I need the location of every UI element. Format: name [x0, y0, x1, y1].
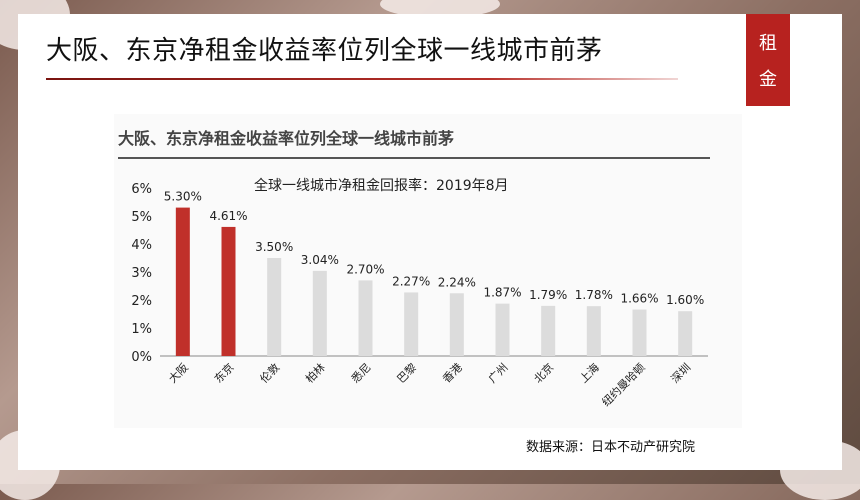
data-label: 2.24% — [438, 275, 476, 289]
x-tick-label: 北京 — [531, 360, 556, 385]
bar — [404, 292, 419, 356]
bar-chart: 大阪、东京净租金收益率位列全球一线城市前茅全球一线城市净租金回报率：2019年8… — [118, 129, 710, 409]
x-tick-label: 伦敦 — [257, 360, 282, 385]
data-label: 1.78% — [575, 288, 613, 302]
data-label: 1.60% — [666, 293, 704, 307]
x-tick-label: 大阪 — [165, 360, 190, 385]
bar — [541, 305, 556, 356]
bar — [312, 270, 327, 356]
background-blossom — [380, 0, 500, 18]
x-tick-label: 香港 — [440, 361, 465, 386]
x-tick-label: 悉尼 — [349, 361, 374, 386]
data-label: 3.04% — [301, 253, 339, 267]
source-note: 数据来源：日本不动产研究院 — [526, 440, 696, 455]
topic-tag-char: 金 — [759, 69, 777, 90]
y-tick-label: 6% — [131, 182, 152, 197]
data-label: 2.27% — [392, 274, 430, 288]
bar — [449, 293, 464, 356]
x-tick-label: 深圳 — [669, 361, 694, 386]
data-label: 5.30% — [164, 190, 202, 204]
bar — [221, 226, 236, 356]
x-tick-label: 柏林 — [302, 360, 327, 385]
data-label: 3.50% — [255, 240, 293, 254]
y-tick-label: 1% — [131, 322, 152, 337]
data-label: 4.61% — [209, 209, 247, 223]
bar — [175, 207, 190, 356]
x-tick-label: 巴黎 — [394, 360, 419, 385]
bar — [586, 306, 601, 356]
bar — [678, 311, 693, 356]
bar — [495, 303, 510, 356]
y-tick-label: 5% — [131, 210, 152, 225]
chart-title: 大阪、东京净租金收益率位列全球一线城市前茅 — [118, 129, 454, 148]
data-label: 1.87% — [483, 286, 521, 300]
y-tick-label: 0% — [131, 350, 152, 365]
x-tick-label: 东京 — [211, 360, 236, 385]
data-label: 1.79% — [529, 288, 567, 302]
bar — [358, 280, 373, 356]
chart-figure: 大阪、东京净租金收益率位列全球一线城市前茅全球一线城市净租金回报率：2019年8… — [114, 114, 742, 428]
topic-tag-char: 租 — [759, 33, 777, 54]
x-tick-label: 纽约曼哈顿 — [599, 360, 648, 409]
y-tick-label: 4% — [131, 238, 152, 253]
slide-panel: 大阪、东京净租金收益率位列全球一线城市前茅 租 金 大阪、东京净租金收益率位列全… — [18, 14, 842, 470]
data-label: 2.70% — [346, 262, 384, 276]
x-tick-label: 上海 — [576, 360, 601, 385]
bar — [632, 309, 647, 356]
title-divider — [46, 78, 678, 80]
bar — [267, 258, 282, 356]
chart-subtitle: 全球一线城市净租金回报率：2019年8月 — [254, 177, 509, 194]
y-tick-label: 3% — [131, 266, 152, 281]
data-label: 1.66% — [620, 292, 658, 306]
slide-title: 大阪、东京净租金收益率位列全球一线城市前茅 — [46, 36, 603, 66]
topic-tag: 租 金 — [746, 14, 790, 106]
x-tick-label: 广州 — [486, 361, 511, 386]
y-tick-label: 2% — [131, 294, 152, 309]
